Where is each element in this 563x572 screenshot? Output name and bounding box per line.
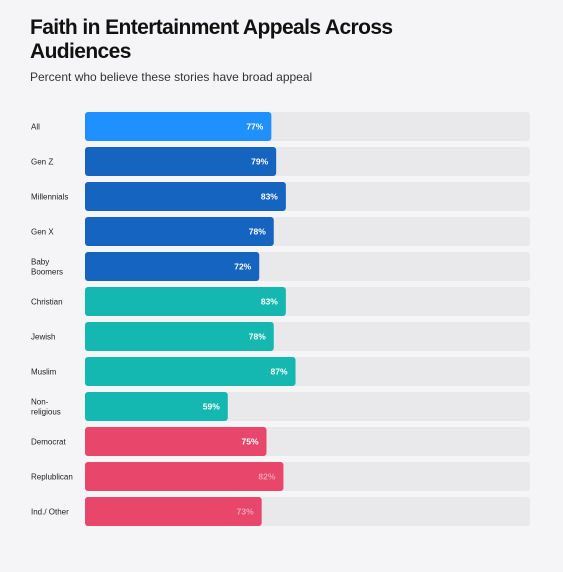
bar: [85, 287, 286, 316]
bar: [85, 392, 228, 421]
bar-value-label: 73%: [237, 507, 254, 517]
bar: [85, 497, 262, 526]
category-label: Ind./ Other: [31, 508, 69, 517]
category-label: All: [31, 123, 40, 132]
category-label: Replublican: [31, 473, 73, 482]
category-label: religious: [31, 408, 61, 417]
bar-value-label: 78%: [249, 227, 266, 237]
category-label: Baby: [31, 258, 49, 267]
bar: [85, 112, 272, 141]
bar-value-label: 72%: [234, 262, 251, 272]
bar: [85, 357, 296, 386]
category-label: Democrat: [31, 438, 66, 447]
category-label: Muslim: [31, 368, 57, 377]
bar: [85, 182, 286, 211]
bar-value-label: 83%: [261, 297, 278, 307]
bar-value-label: 78%: [249, 332, 266, 342]
category-label: Christian: [31, 298, 63, 307]
bar-value-label: 82%: [258, 472, 275, 482]
category-label: Boomers: [31, 268, 63, 277]
bar-value-label: 59%: [203, 402, 220, 412]
bar-value-label: 83%: [261, 192, 278, 202]
category-label: Non-: [31, 398, 49, 407]
chart-subtitle: Percent who believe these stories have b…: [30, 70, 313, 84]
bar-value-label: 77%: [246, 122, 263, 132]
bar-value-label: 79%: [251, 157, 268, 167]
bar: [85, 322, 274, 351]
bar: [85, 462, 284, 491]
chart-title: Faith in Entertainment Appeals Across Au…: [30, 16, 393, 63]
category-label: Gen Z: [31, 158, 53, 167]
bar: [85, 147, 277, 176]
category-label: Jewish: [31, 333, 55, 342]
bar: [85, 217, 274, 246]
category-label: Millennials: [31, 193, 68, 202]
bar-value-label: 75%: [241, 437, 258, 447]
category-label: Gen X: [31, 228, 54, 237]
bar-value-label: 87%: [271, 367, 288, 377]
bar: [85, 427, 267, 456]
bar: [85, 252, 260, 281]
